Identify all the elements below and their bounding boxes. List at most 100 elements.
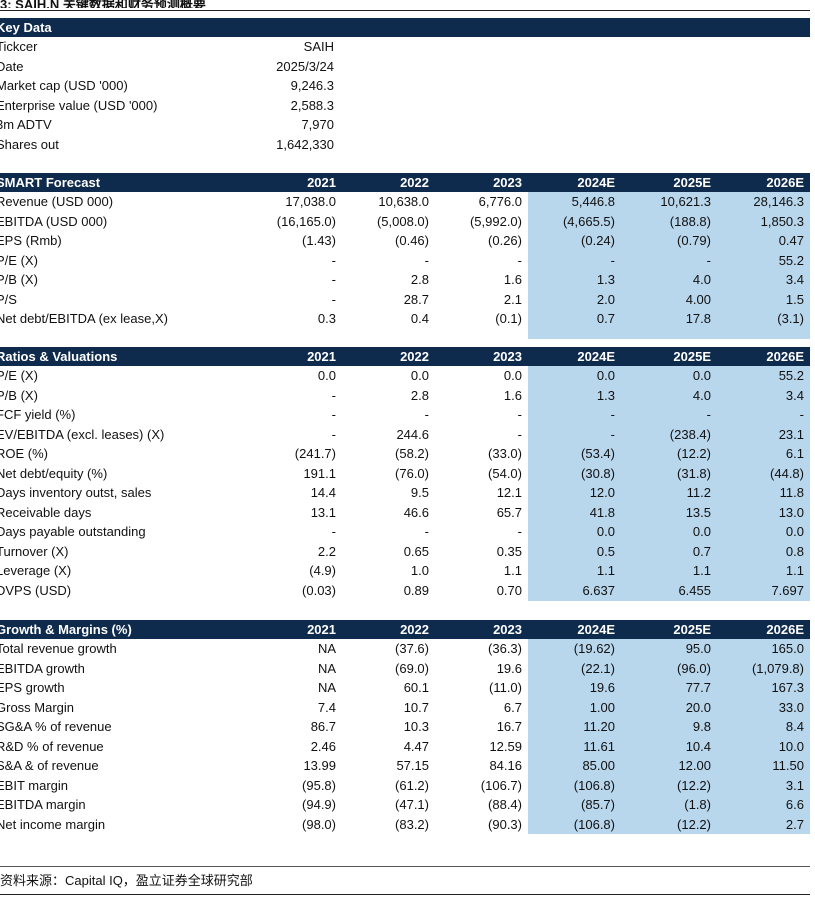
table-cell: 11.50 — [772, 758, 804, 773]
row-label: ROE (%) — [0, 446, 48, 461]
key-data-value: 2,588.3 — [290, 97, 334, 113]
table-cell: 0.70 — [496, 582, 522, 598]
table-cell: 0.4 — [410, 311, 429, 326]
table-cell: (106.8) — [573, 816, 615, 832]
table-cell: 17.8 — [685, 311, 711, 326]
table-cell: 86.7 — [310, 719, 336, 734]
key-data-label: Enterprise value (USD '000) — [0, 97, 158, 113]
table-row: Net debt/equity (%) 191.1 (76.0) (54.0) (30.… — [0, 464, 810, 484]
table-row: EBIT margin (95.8) (61.2) (106.7) (106.8) (12… — [0, 776, 810, 796]
table-cell: - — [610, 407, 615, 422]
table-cell: 6.455 — [678, 582, 711, 598]
table-cell: (61.2) — [395, 777, 429, 793]
row-label: P/B (X) — [0, 387, 38, 403]
year-header: 2023 — [493, 622, 522, 637]
row-label: S&A & of revenue — [0, 758, 99, 773]
table-cell: 0.35 — [496, 543, 522, 559]
row-label: P/S — [0, 291, 17, 307]
table-cell: NA — [317, 680, 336, 695]
table-cell: - — [517, 252, 522, 268]
table-cell: 1.1 — [596, 563, 615, 578]
row-label: Turnover (X) — [0, 543, 69, 559]
key-data-row: Tickcer SAIH — [0, 37, 810, 57]
table-cell: 20.0 — [685, 699, 711, 715]
table-caption: 3: SAIH.N 关键数据和财务预测概要 — [0, 0, 206, 8]
year-header: 2022 — [400, 175, 429, 190]
table-cell: - — [517, 407, 522, 422]
table-cell: 11.8 — [779, 485, 804, 500]
row-label: FCF yield (%) — [0, 407, 76, 422]
table-cell: (241.7) — [294, 446, 336, 461]
table-cell: - — [424, 252, 429, 268]
table-row: Net debt/EBITDA (ex lease,X) 0.3 0.4 (0.1) 0… — [0, 309, 810, 329]
table-cell: 41.8 — [589, 504, 615, 520]
table-cell: (58.2) — [395, 446, 429, 461]
table-row: Net income margin (98.0) (83.2) (90.3) (106.… — [0, 815, 810, 835]
table-row: EPS growth NA 60.1 (11.0) 19.6 77.7 167.3 — [0, 678, 810, 698]
year-header: 2021 — [307, 349, 336, 364]
table-cell: (76.0) — [395, 465, 429, 481]
row-label: SG&A % of revenue — [0, 719, 112, 734]
table-row: R&D % of revenue 2.46 4.47 12.59 11.61 10.4 10… — [0, 737, 810, 757]
table-cell: 3.4 — [785, 272, 804, 287]
table-cell: (5,992.0) — [469, 213, 522, 229]
row-label: Receivable days — [0, 504, 92, 520]
table-cell: (69.0) — [395, 660, 429, 676]
key-data-row: Date 2025/3/24 — [0, 57, 810, 77]
section-header: Growth & Margins (%) 2021 2022 2023 2024E 202… — [0, 620, 810, 639]
table-cell: 2.0 — [596, 291, 615, 307]
table-cell: (5,008.0) — [376, 213, 429, 229]
table-cell: 13.1 — [310, 504, 336, 520]
year-header: 2026E — [766, 622, 804, 637]
table-cell: (0.79) — [677, 233, 711, 248]
year-header: 2023 — [493, 349, 522, 364]
key-data-row: Enterprise value (USD '000) 2,588.3 — [0, 96, 810, 116]
table-cell: 19.6 — [589, 680, 615, 695]
table-row: Leverage (X) (4.9) 1.0 1.1 1.1 1.1 1.1 — [0, 561, 810, 581]
table-row: S&A & of revenue 13.99 57.15 84.16 85.00 12.0… — [0, 756, 810, 776]
row-label: R&D % of revenue — [0, 738, 104, 754]
table-cell: (0.24) — [581, 233, 615, 248]
row-label: Gross Margin — [0, 699, 75, 715]
table-cell: 4.47 — [403, 738, 429, 754]
table-cell: (1,079.8) — [751, 660, 804, 676]
table-cell: (0.1) — [495, 311, 522, 326]
table-cell: 6.6 — [785, 797, 804, 812]
table-cell: 2.2 — [317, 543, 336, 559]
key-data-value: 1,642,330 — [276, 136, 334, 152]
table-cell: (95.8) — [302, 777, 336, 793]
year-header: 2024E — [577, 622, 615, 637]
table-cell: (106.7) — [480, 777, 522, 793]
table-cell: 0.0 — [785, 524, 804, 539]
table-cell: (30.8) — [581, 465, 615, 481]
table-cell: 12.0 — [589, 485, 615, 500]
table-cell: - — [706, 252, 711, 268]
table-cell: 6.7 — [503, 699, 522, 715]
table-cell: 2.1 — [503, 291, 522, 307]
table-cell: 0.7 — [692, 543, 711, 559]
table-cell: 12.00 — [678, 758, 711, 773]
table-cell: 3.4 — [785, 387, 804, 403]
table-cell: 65.7 — [496, 504, 522, 520]
table-cell: 0.0 — [692, 368, 711, 383]
table-cell: 2.7 — [785, 816, 804, 832]
year-header: 2024E — [577, 175, 615, 190]
table-cell: (44.8) — [770, 465, 804, 481]
table-cell: 0.3 — [317, 311, 336, 326]
table-cell: 7.697 — [771, 582, 804, 598]
table-cell: 77.7 — [685, 680, 711, 695]
table-cell: 19.6 — [496, 660, 522, 676]
table-cell: 17,038.0 — [285, 194, 336, 209]
table-row: Days payable outstanding - - - 0.0 0.0 0.0 — [0, 522, 810, 542]
table-cell: (238.4) — [669, 426, 711, 442]
forecast-shade — [528, 638, 810, 834]
table-cell: 1,850.3 — [760, 213, 804, 229]
table-cell: 9.8 — [692, 719, 711, 734]
table-cell: - — [799, 407, 804, 422]
table-cell: 0.0 — [596, 524, 615, 539]
year-header: 2022 — [400, 349, 429, 364]
year-header: 2021 — [307, 175, 336, 190]
table-cell: 1.5 — [785, 291, 804, 307]
table-cell: 6.1 — [785, 446, 804, 461]
table-cell: 84.16 — [489, 758, 522, 773]
